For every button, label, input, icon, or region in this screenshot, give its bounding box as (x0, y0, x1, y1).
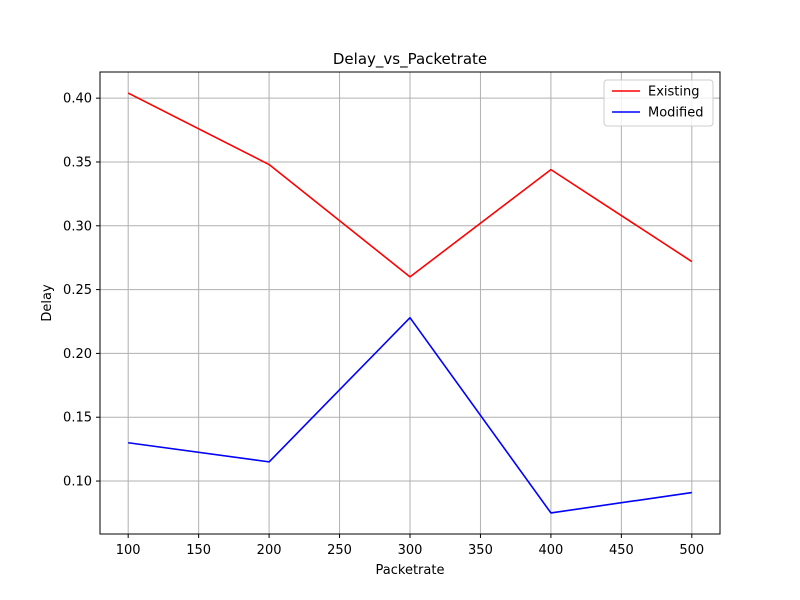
x-tick-label: 350 (468, 543, 493, 558)
x-tick-label: 500 (679, 543, 704, 558)
y-axis-label: Delay (40, 284, 55, 322)
y-tick-label: 0.25 (63, 283, 92, 298)
y-tick-label: 0.10 (63, 475, 92, 490)
legend-label-existing: Existing (648, 85, 700, 100)
series-line-modified (128, 316, 692, 514)
x-tick-label: 100 (116, 543, 141, 558)
x-tick-label: 450 (609, 543, 634, 558)
x-tick-label: 250 (327, 543, 352, 558)
legend-label-modified: Modified (648, 106, 703, 121)
legend: Existing Modified (603, 79, 714, 127)
y-tick-label: 0.15 (63, 411, 92, 426)
axis-ticks: 100 150 200 250 300 350 400 450 500 0.10 0.15 0.20 0… (63, 92, 704, 558)
grid-lines (100, 72, 720, 534)
series-lines (127, 92, 693, 514)
x-tick-label: 300 (398, 543, 423, 558)
x-tick-label: 200 (257, 543, 282, 558)
y-tick-label: 0.35 (63, 155, 92, 170)
x-axis-label: Packetrate (376, 563, 445, 578)
x-tick-label: 400 (538, 543, 563, 558)
series-line-existing (127, 92, 693, 278)
y-tick-label: 0.40 (63, 92, 92, 107)
y-tick-label: 0.30 (63, 219, 92, 234)
chart-title: Delay_vs_Packetrate (333, 50, 487, 69)
y-tick-label: 0.20 (63, 347, 92, 362)
x-tick-label: 150 (186, 543, 211, 558)
